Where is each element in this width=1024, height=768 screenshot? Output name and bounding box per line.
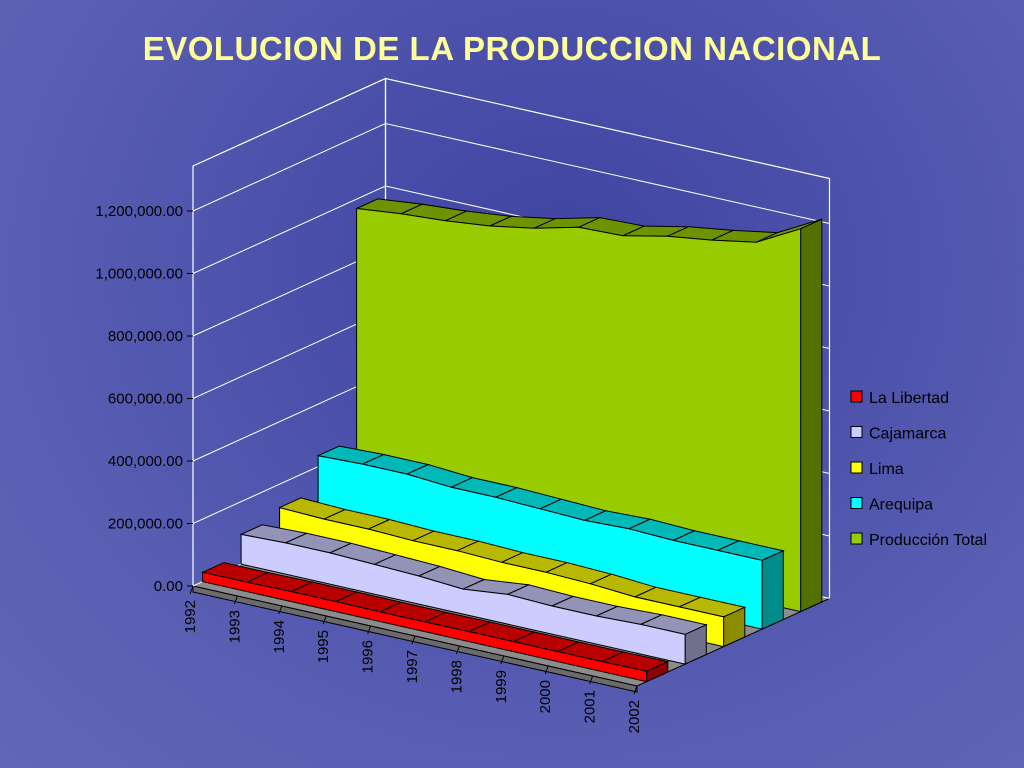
x-axis-ticks: 1992 1993 1994 1995 1996 1997 1998 1999 2000 2001… xyxy=(182,585,643,733)
y-axis-ticks: 0.00 200,000.00 400,000.00 600,000.00 800,00… xyxy=(95,203,193,595)
x-tick-mark xyxy=(455,645,460,655)
x-tick-mark xyxy=(278,605,283,615)
x-tick-mark xyxy=(500,655,505,665)
y-tick-label: 400,000.00 xyxy=(108,453,183,470)
legend-label: Lima xyxy=(869,461,904,478)
legend-label: Cajamarca xyxy=(869,426,946,443)
legend-label: La Libertad xyxy=(869,390,949,407)
x-tick-mark xyxy=(544,665,549,675)
y-tick-label: 1,000,000.00 xyxy=(95,266,183,283)
y-tick-label: 600,000.00 xyxy=(108,391,183,408)
x-tick-label: 1996 xyxy=(360,640,377,673)
chart-floor-edge xyxy=(192,585,638,693)
legend-swatch xyxy=(850,461,863,474)
chart-legend: La Libertad Cajamarca Lima Arequipa Producci… xyxy=(850,390,987,549)
x-tick-label: 2002 xyxy=(626,700,643,733)
x-tick-label: 1997 xyxy=(404,650,421,683)
series-ribbon-1 xyxy=(239,524,708,665)
legend-swatch xyxy=(850,532,863,545)
x-tick-mark xyxy=(589,675,594,685)
legend-swatch xyxy=(850,390,863,403)
x-tick-label: 1999 xyxy=(493,670,510,703)
series-front-face xyxy=(202,571,648,683)
y-tick-label: 1,200,000.00 xyxy=(95,203,183,220)
x-tick-label: 1995 xyxy=(315,630,332,663)
series-ribbon-0 xyxy=(201,562,670,683)
x-tick-mark xyxy=(233,595,238,605)
chart-series xyxy=(201,198,823,683)
chart-title: EVOLUCION DE LA PRODUCCION NACIONAL xyxy=(142,30,882,67)
gridline xyxy=(192,122,830,224)
x-tick-label: 1994 xyxy=(271,620,288,653)
x-tick-label: 1992 xyxy=(182,600,199,633)
x-tick-mark xyxy=(322,615,327,625)
y-tick-label: 0.00 xyxy=(154,578,183,595)
x-tick-mark xyxy=(189,585,194,595)
legend-label: Arequipa xyxy=(869,497,933,514)
series-end-cap xyxy=(800,218,823,613)
x-tick-mark xyxy=(411,635,416,645)
x-tick-mark xyxy=(633,685,638,695)
series-front-face xyxy=(240,533,686,665)
x-tick-label: 1998 xyxy=(448,660,465,693)
x-tick-label: 2001 xyxy=(582,690,599,723)
x-tick-label: 2000 xyxy=(537,680,554,713)
y-tick-label: 200,000.00 xyxy=(108,516,183,533)
x-tick-mark xyxy=(367,625,372,635)
y-tick-label: 800,000.00 xyxy=(108,328,183,345)
series-end-cap xyxy=(761,550,784,630)
x-tick-label: 1993 xyxy=(226,610,243,643)
legend-label: Producción Total xyxy=(869,532,987,549)
legend-swatch xyxy=(850,426,863,438)
legend-swatch xyxy=(850,497,863,509)
